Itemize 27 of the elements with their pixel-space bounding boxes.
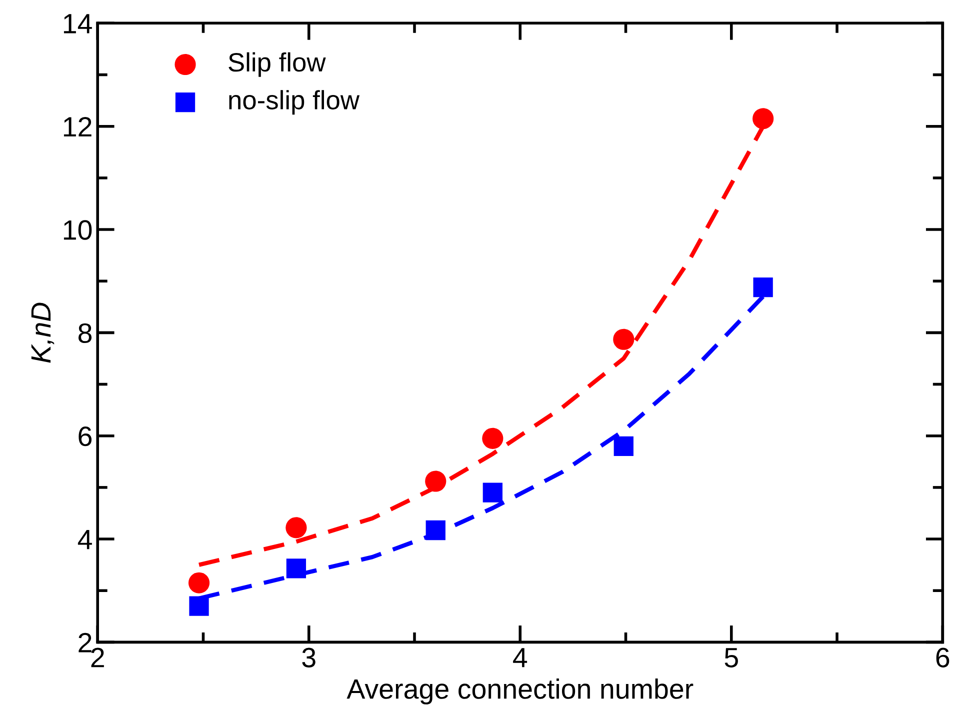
point <box>482 428 504 449</box>
y-tick-label: 12 <box>64 117 92 136</box>
point <box>425 470 446 492</box>
point <box>752 108 774 130</box>
y-tick-label: 6 <box>78 426 92 446</box>
x-axis-title: Average connection number <box>346 678 694 704</box>
point <box>613 328 634 350</box>
legend-label: Slip flow <box>228 52 326 77</box>
y-tick-label: 4 <box>78 530 92 550</box>
legend-label: no-slip flow <box>229 90 360 115</box>
y-tick-label: 8 <box>78 323 92 344</box>
y-tick-label: 14 <box>64 14 92 34</box>
y-tick-label: 2 <box>78 632 92 652</box>
point <box>753 277 773 298</box>
point <box>189 596 209 616</box>
point <box>188 572 210 594</box>
point <box>286 517 307 538</box>
y-axis-title: K,nD <box>31 302 54 363</box>
point <box>286 558 306 578</box>
x-tick-label: 6 <box>936 648 950 668</box>
point <box>614 436 634 456</box>
point <box>426 520 446 540</box>
x-tick-label: 5 <box>724 648 738 668</box>
y-tick-label: 10 <box>64 220 92 240</box>
x-tick-label: 4 <box>513 648 528 668</box>
point <box>482 482 502 502</box>
x-tick-label: 3 <box>302 648 316 668</box>
